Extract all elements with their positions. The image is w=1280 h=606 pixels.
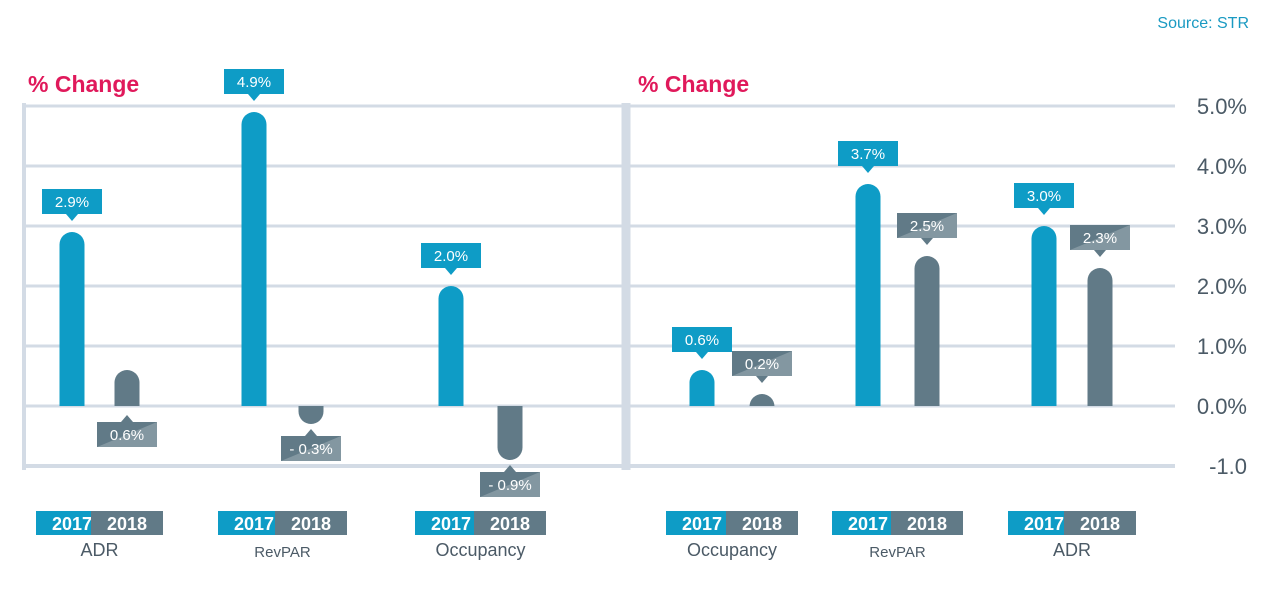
data-label-pointer xyxy=(121,415,133,422)
legend-box xyxy=(91,511,163,535)
bar xyxy=(59,232,85,406)
bar xyxy=(114,369,140,406)
data-label: - 0.9% xyxy=(488,477,531,494)
data-label-box xyxy=(281,436,341,461)
category-label: RevPAR xyxy=(254,544,311,561)
y-tick-label: 4.0% xyxy=(1197,154,1247,179)
legend-box xyxy=(275,511,347,535)
category-label: Occupancy xyxy=(687,540,777,560)
legend-label: 2018 xyxy=(291,514,331,534)
legend-box xyxy=(891,511,963,535)
bar xyxy=(1031,226,1057,406)
data-label-pointer xyxy=(921,238,933,245)
category-label: Occupancy xyxy=(435,540,525,560)
right-panel-title: % Change xyxy=(638,71,750,97)
legend-label: 2018 xyxy=(1080,514,1120,534)
data-label: 2.0% xyxy=(434,248,468,265)
data-label-shade xyxy=(1070,225,1130,250)
legend-label: 2018 xyxy=(490,514,530,534)
data-label-shade xyxy=(897,213,957,238)
data-label: - 0.3% xyxy=(289,441,332,458)
data-label: 3.0% xyxy=(1027,188,1061,205)
legend-label: 2017 xyxy=(431,514,471,534)
data-label-pointer xyxy=(1094,250,1106,257)
data-label-pointer xyxy=(66,214,78,221)
data-label-box xyxy=(838,141,898,166)
source-note: Source: STR xyxy=(1157,15,1249,32)
y-tick-label: 0.0% xyxy=(1197,394,1247,419)
y-tick-label: 3.0% xyxy=(1197,214,1247,239)
bar xyxy=(497,406,523,460)
data-label-pointer xyxy=(1038,208,1050,215)
legend-label: 2017 xyxy=(682,514,722,534)
data-label-shade xyxy=(97,422,157,447)
data-label-pointer xyxy=(862,166,874,173)
bar xyxy=(438,286,464,406)
data-label-box xyxy=(672,327,732,352)
data-label: 0.6% xyxy=(110,427,144,444)
left-panel-title: % Change xyxy=(28,71,140,97)
bar xyxy=(1087,267,1113,406)
data-label: 2.3% xyxy=(1083,230,1117,247)
legend-box xyxy=(474,511,546,535)
data-label-box xyxy=(1070,225,1130,250)
bar xyxy=(298,406,324,424)
category-label: RevPAR xyxy=(869,544,926,561)
data-label: 3.7% xyxy=(851,146,885,163)
legend-label: 2017 xyxy=(848,514,888,534)
legend-label: 2017 xyxy=(1024,514,1064,534)
data-label-box xyxy=(421,243,481,268)
legend-label: 2017 xyxy=(234,514,274,534)
data-label-shade xyxy=(732,351,792,376)
data-label-pointer xyxy=(445,268,457,275)
legend-label: 2018 xyxy=(907,514,947,534)
data-label-box xyxy=(897,213,957,238)
legend-label: 2018 xyxy=(107,514,147,534)
bar xyxy=(241,112,267,406)
y-tick-label: 5.0% xyxy=(1197,94,1247,119)
bar xyxy=(855,183,881,406)
data-label: 2.9% xyxy=(55,194,89,211)
data-label-box xyxy=(1014,183,1074,208)
y-tick-label: 1.0% xyxy=(1197,334,1247,359)
bar xyxy=(914,256,940,406)
data-label-pointer xyxy=(305,429,317,436)
data-label-box xyxy=(224,69,284,94)
data-label-shade xyxy=(281,436,341,461)
bar xyxy=(689,369,715,406)
legend-label: 2018 xyxy=(742,514,782,534)
data-label-pointer xyxy=(756,376,768,383)
data-label-pointer xyxy=(504,465,516,472)
data-label-shade xyxy=(480,472,540,497)
data-label-box xyxy=(97,422,157,447)
legend-box xyxy=(1064,511,1136,535)
y-tick-label: 2.0% xyxy=(1197,274,1247,299)
data-label-box xyxy=(732,351,792,376)
data-label-box xyxy=(42,189,102,214)
data-label-box xyxy=(480,472,540,497)
legend-box xyxy=(726,511,798,535)
data-label: 0.2% xyxy=(745,356,779,373)
y-tick-label: -1.0 xyxy=(1209,454,1247,479)
data-label-pointer xyxy=(696,352,708,359)
category-label: ADR xyxy=(80,540,118,560)
data-label: 0.6% xyxy=(685,332,719,349)
data-label-pointer xyxy=(248,94,260,101)
data-label: 2.5% xyxy=(910,218,944,235)
data-label: 4.9% xyxy=(237,74,271,91)
bar xyxy=(749,394,775,407)
legend-label: 2017 xyxy=(52,514,92,534)
category-label: ADR xyxy=(1053,540,1091,560)
